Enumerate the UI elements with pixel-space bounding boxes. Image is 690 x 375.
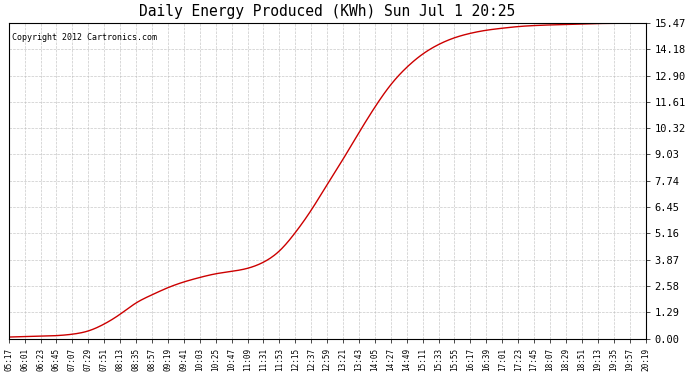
Title: Daily Energy Produced (KWh) Sun Jul 1 20:25: Daily Energy Produced (KWh) Sun Jul 1 20… [139, 4, 515, 19]
Text: Copyright 2012 Cartronics.com: Copyright 2012 Cartronics.com [12, 33, 157, 42]
